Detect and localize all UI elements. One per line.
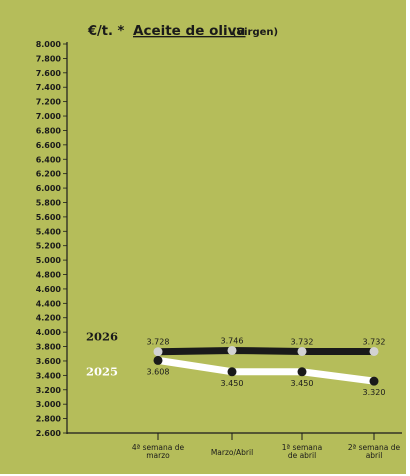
y-tick-label: 7.800 [36, 54, 62, 63]
y-tick-label: 6.800 [36, 126, 62, 135]
y-tick-label: 8.000 [36, 40, 62, 49]
x-tick-label: 2ª semana de [348, 443, 401, 452]
y-tick-label: 4.200 [36, 314, 62, 323]
title-main: Aceite de oliva [133, 23, 246, 39]
title-unit: €/t. * [87, 24, 124, 39]
y-tick-label: 4.000 [36, 328, 62, 337]
y-tick-label: 7.000 [36, 112, 62, 121]
series-line [157, 346, 374, 356]
chart-title: €/t. * Aceite de oliva (Virgen) [87, 23, 278, 39]
data-label: 3.732 [291, 337, 314, 346]
y-tick-label: 2.800 [36, 415, 62, 424]
data-label: 3.450 [291, 379, 314, 388]
y-tick-label: 6.000 [36, 184, 62, 193]
data-point [297, 346, 307, 356]
y-tick-label: 3.200 [36, 386, 62, 395]
y-tick-label: 3.000 [36, 400, 62, 409]
y-tick-label: 6.400 [36, 155, 62, 164]
y-tick-label: 5.400 [36, 227, 62, 236]
y-tick-label: 3.400 [36, 371, 62, 380]
data-point [153, 347, 163, 357]
x-tick-label: marzo [146, 451, 170, 460]
data-label: 3.320 [363, 388, 386, 397]
y-tick-label: 7.600 [36, 69, 62, 78]
y-tick-label: 6.200 [36, 170, 62, 179]
x-tick-label: Marzo/Abril [211, 448, 253, 457]
y-tick-label: 5.600 [36, 213, 62, 222]
x-tick-label: 4ª semana de [132, 443, 185, 452]
data-point [369, 346, 379, 356]
series-2025: 3.608 3.450 3.450 3.320 2025 [86, 355, 386, 397]
y-tick-label: 3.600 [36, 357, 62, 366]
y-tick-label: 5.800 [36, 198, 62, 207]
y-tick-label: 2.600 [36, 429, 62, 438]
y-axis-ticks: 8.000 7.800 7.600 7.400 7.200 7.000 6.800 6.600… [36, 40, 67, 438]
data-label: 3.450 [221, 379, 244, 388]
y-tick-label: 7.400 [36, 83, 62, 92]
data-label: 3.746 [221, 336, 244, 345]
y-tick-label: 5.200 [36, 242, 62, 251]
axes [66, 42, 402, 434]
y-tick-label: 4.800 [36, 271, 62, 280]
title-subtitle: (Virgen) [232, 27, 278, 38]
data-label: 3.732 [363, 337, 386, 346]
data-point [369, 376, 379, 386]
y-tick-label: 3.800 [36, 343, 62, 352]
data-point [227, 345, 237, 355]
x-tick-label: 1ª semana [282, 443, 322, 452]
y-tick-label: 4.600 [36, 285, 62, 294]
y-tick-label: 5.000 [36, 256, 62, 265]
data-label: 3.608 [147, 367, 170, 376]
data-point [153, 355, 163, 365]
y-tick-label: 6.600 [36, 141, 62, 150]
series-2026: 3.728 3.746 3.732 3.732 2026 [86, 330, 385, 357]
x-tick-label: abril [366, 451, 383, 460]
x-tick-label: de abril [288, 451, 316, 460]
data-point [297, 367, 307, 377]
series-name-label: 2025 [86, 364, 118, 378]
data-label: 3.728 [147, 338, 170, 347]
y-tick-label: 4.400 [36, 299, 62, 308]
series-name-label: 2026 [86, 330, 118, 344]
y-tick-label: 7.200 [36, 98, 62, 107]
data-point [227, 367, 237, 377]
series-line [157, 356, 375, 385]
